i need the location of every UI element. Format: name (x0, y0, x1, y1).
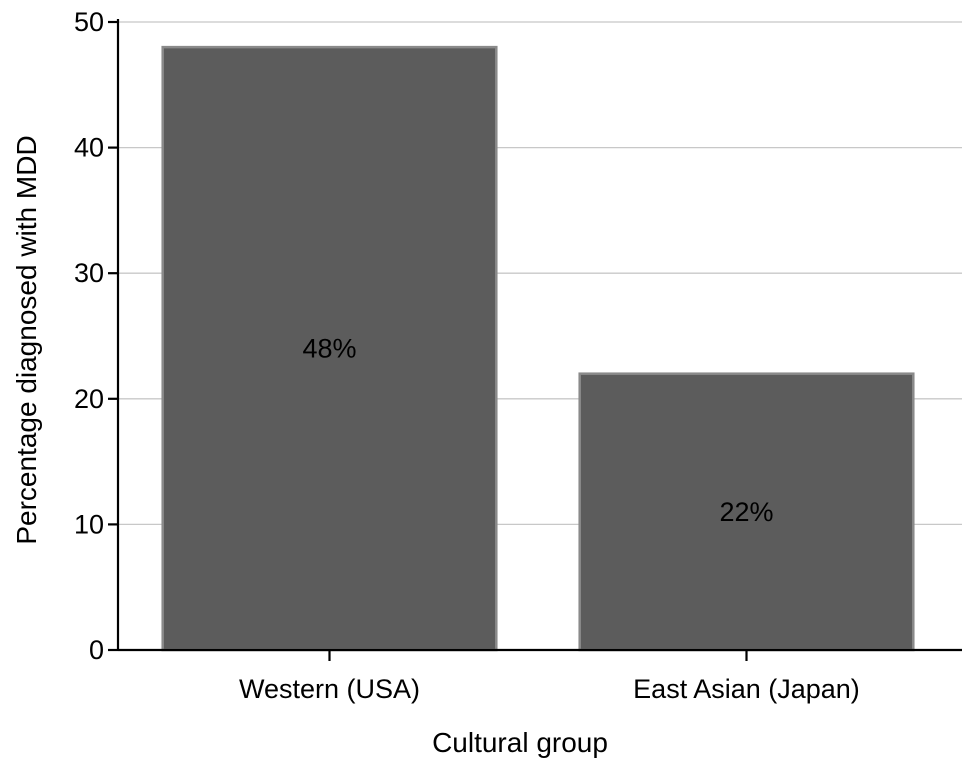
bar (161, 45, 498, 652)
x-tick-label: East Asian (Japan) (633, 674, 860, 704)
axes (116, 19, 962, 652)
bars (161, 45, 915, 652)
y-axis-title: Percentage diagnosed with MDD (11, 135, 42, 544)
bar-data-label: 22% (719, 497, 773, 527)
y-tick-label: 50 (74, 7, 104, 37)
x-tick-label: Western (USA) (239, 674, 420, 704)
y-tick-label: 20 (74, 384, 104, 414)
y-tick-label: 10 (74, 509, 104, 539)
x-axis-ticks: Western (USA) East Asian (Japan) (239, 650, 860, 704)
y-tick-label: 40 (74, 133, 104, 163)
y-tick-label: 0 (89, 635, 104, 665)
y-tick-label: 30 (74, 258, 104, 288)
bar-data-label: 48% (302, 334, 356, 364)
data-labels: 48% 22% (302, 334, 773, 527)
x-axis-title: Cultural group (432, 727, 608, 758)
y-axis-ticks: 0 10 20 30 40 50 (74, 7, 118, 665)
